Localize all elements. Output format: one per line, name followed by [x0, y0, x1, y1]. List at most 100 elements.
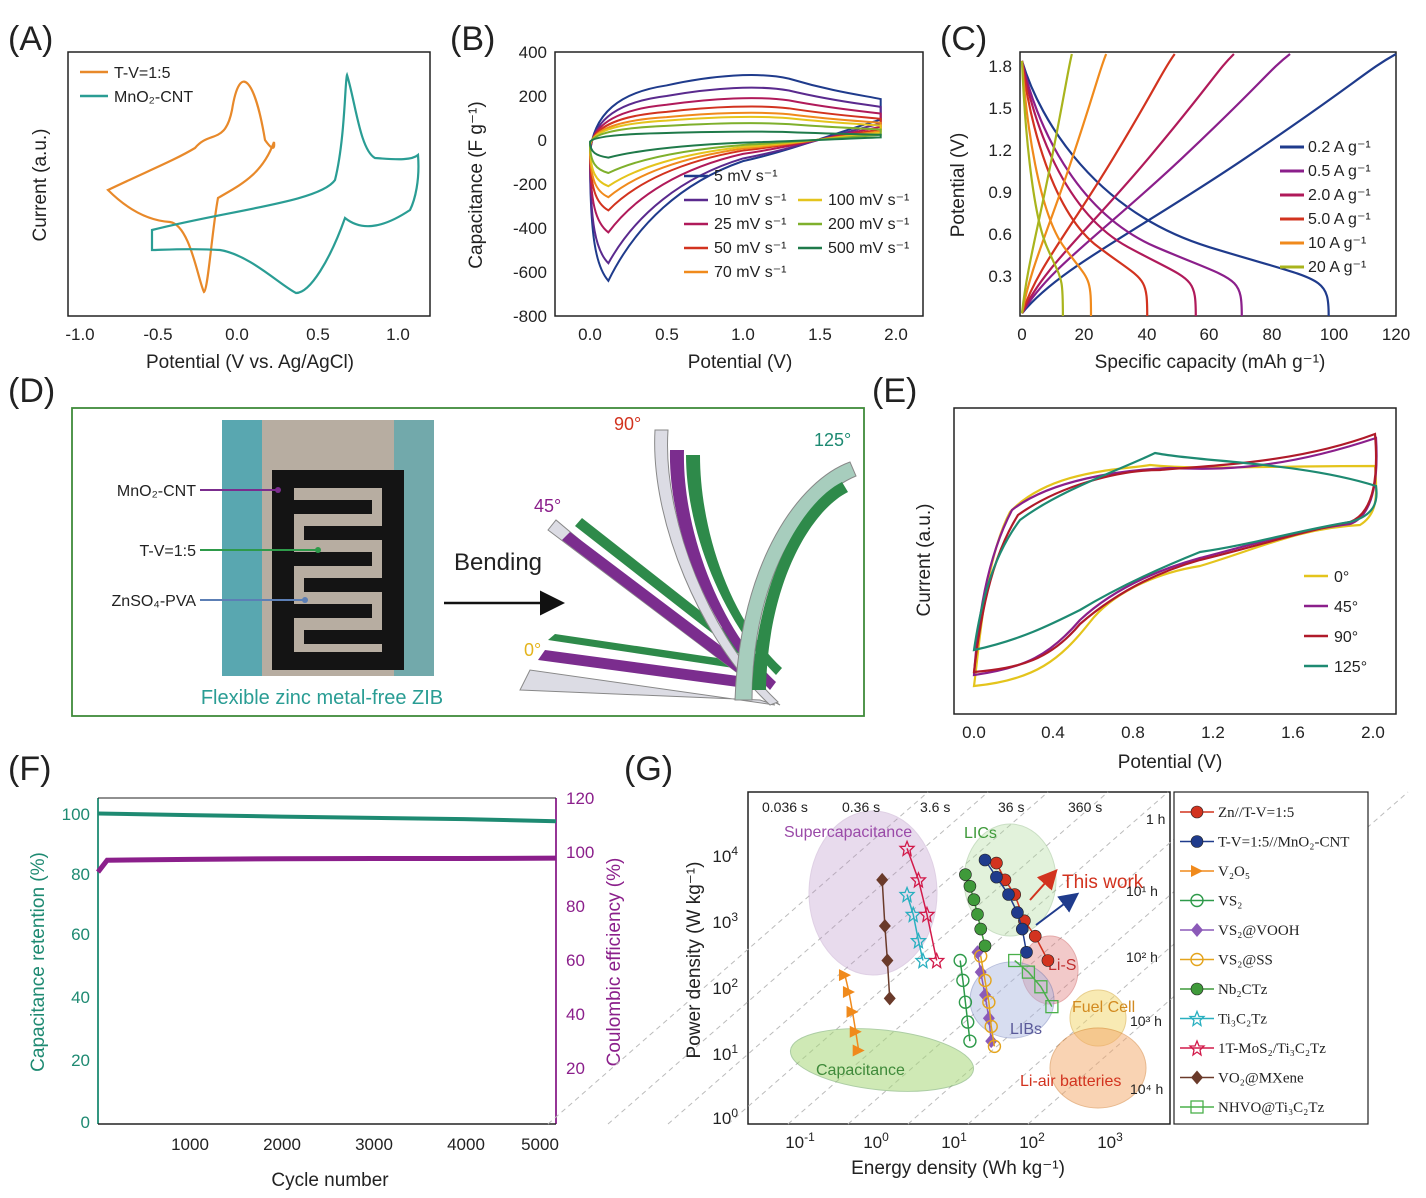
tick-b-x0: 0.0 [578, 325, 602, 344]
time-top-1: 0.36 s [842, 799, 880, 815]
panel-e-frame [953, 407, 1397, 715]
tick-c-x0: 0 [1017, 325, 1026, 344]
region-label-supercap: Supercapacitance [784, 824, 912, 841]
tick-f-yr2: 80 [566, 897, 585, 916]
series-g-line-ti-c-tz [906, 894, 924, 961]
point-g-ti-c-tz-0 [898, 885, 916, 904]
panel-e-label: (E) [872, 372, 917, 410]
series-g-line-vo-mxene [881, 879, 891, 999]
tick-g-x3: 102 [1019, 1130, 1045, 1152]
panel-g-label: (G) [624, 750, 673, 788]
legend-g-marker-10 [1190, 1100, 1204, 1114]
point-g-vs-0 [953, 953, 967, 968]
legend-g-nhvo-ti-c-tz: NHVO@Ti₃C₂Tz [1218, 1100, 1325, 1116]
axis-b-ylabel: Capacitance (F g⁻¹) [466, 101, 487, 268]
bending-label: Bending [454, 549, 542, 576]
point-g-nb-ctz-1 [963, 879, 977, 893]
tick-e-x2: 0.8 [1121, 723, 1145, 742]
panel-g-legend: Zn//T-V=1:5 T-V=1:5//MnO₂-CNT V₂O₅ VS₂ VS₂@V… [1180, 805, 1349, 1116]
panel-c-yticks: 1.8 1.5 1.2 0.9 0.6 0.3 [988, 57, 1012, 286]
point-g-t-v-1-5-mno-cnt-4 [1015, 922, 1029, 936]
series-t-v-1-5-curve [106, 80, 276, 294]
series-b-200-mv-s [588, 122, 882, 175]
point-g-vs-ss-4 [987, 1039, 1002, 1054]
point-g-v-o-2 [846, 1005, 859, 1018]
point-g-vs-ss-2 [982, 995, 996, 1009]
panel-f-yticks-right: 120 100 80 60 40 20 [566, 789, 594, 1078]
point-g-v-o-4 [852, 1044, 865, 1057]
series-c-discharge-0 [1020, 60, 1330, 317]
time-line-0 [547, 791, 929, 1125]
tick-c-x2: 40 [1138, 325, 1157, 344]
tick-e-x1: 0.4 [1041, 723, 1065, 742]
point-g-ti-c-tz-1 [904, 905, 922, 923]
legend-g-marker-0 [1190, 805, 1204, 819]
point-g-1t-mos-ti-c-tz-1 [909, 871, 928, 889]
panel-g-series [838, 839, 1059, 1057]
tick-g-x1: 100 [863, 1130, 889, 1152]
panel-b-frame [554, 51, 924, 317]
time-right-0: 1 h [1146, 811, 1165, 827]
time-top-3: 36 s [998, 799, 1024, 815]
point-g-v-o-3 [849, 1025, 862, 1038]
panel-g: (G) Supercapacitance LICs Li-S Fuel Cell… [547, 750, 1409, 1179]
panel-g-frame [747, 791, 1171, 1125]
glove-left [222, 420, 262, 676]
tick-f-x2: 3000 [355, 1135, 393, 1154]
series-coulombic-efficiency [96, 855, 557, 874]
panel-d: (D) MnO₂-CNT T-V=1:5 ZnSO₄-PVA Flexible … [8, 372, 865, 717]
point-g-1t-mos-ti-c-tz-2 [918, 905, 936, 923]
legend-b-70-mv-s: 70 mV s⁻¹ [714, 264, 786, 281]
legend-a-tv: T-V=1:5 [114, 65, 171, 82]
panel-a-frame [67, 51, 431, 317]
series-c-charge-1 [1021, 53, 1291, 314]
panel-c-curves [1020, 53, 1397, 317]
point-g-t-v-1-5-mno-cnt-2 [1002, 888, 1015, 901]
tick-f-yr3: 60 [566, 951, 585, 970]
axis-f-ylabel-left: Capacitance retention (%) [28, 852, 49, 1072]
panel-b-curves [588, 74, 882, 283]
tick-e-x5: 2.0 [1361, 723, 1385, 742]
this-work-label: This work [1062, 872, 1144, 893]
series-b-500-mv-s [588, 130, 882, 159]
tick-c-x1: 20 [1075, 325, 1094, 344]
point-g-vo-mxene-1 [878, 919, 891, 933]
point-g-nhvo-ti-c-tz-3 [1045, 999, 1059, 1014]
pointer-mno2-dot [275, 487, 281, 493]
tick-f-yl3: 40 [71, 988, 90, 1007]
tick-b-y1: 200 [519, 87, 547, 106]
legend-g-vo-mxene: VO₂@MXene [1218, 1071, 1304, 1087]
tick-a-x0: -1.0 [65, 325, 94, 344]
tick-b-y0: 400 [519, 43, 547, 62]
tick-f-yl0: 100 [62, 805, 90, 824]
axis-c-xlabel: Specific capacity (mAh g⁻¹) [1095, 352, 1326, 373]
legend-g-v-o: V₂O₅ [1218, 864, 1250, 880]
angle-0: 0° [524, 640, 541, 660]
time-top-2: 3.6 s [920, 799, 950, 815]
point-g-zn-t-v-1-5-5 [1041, 954, 1055, 967]
tick-f-yl5: 0 [81, 1113, 90, 1132]
time-line-7 [967, 791, 1349, 1125]
pointer-tv-dot [315, 547, 321, 553]
legend-g-zn-t-v-1-5: Zn//T-V=1:5 [1218, 805, 1294, 821]
tick-b-y3: -200 [513, 175, 547, 194]
panel-g-xticks: 10-1 100 101 102 103 [785, 1130, 1123, 1152]
legend-g-nb-ctz: Nb₂CTz [1218, 982, 1268, 998]
time-top-4: 360 s [1068, 799, 1102, 815]
legend-g-ti-c-tz: Ti₃C₂Tz [1218, 1012, 1267, 1028]
tick-f-x0: 1000 [171, 1135, 209, 1154]
legend-g-marker-8 [1188, 1039, 1206, 1057]
legend-g-1t-mos-ti-c-tz: 1T-MoS₂/Ti₃C₂Tz [1218, 1041, 1326, 1057]
this-work-arrow-red [1029, 869, 1058, 901]
point-g-vs-2 [958, 995, 973, 1009]
series-c-charge-5 [1020, 53, 1073, 314]
point-g-1t-mos-ti-c-tz-0 [898, 839, 916, 857]
tick-c-x4: 80 [1263, 325, 1282, 344]
legend-g-marker-6 [1190, 982, 1204, 996]
this-work-arrow-blue [1035, 892, 1080, 926]
point-g-vs-ss-1 [978, 973, 992, 988]
tick-b-x2: 1.0 [731, 325, 755, 344]
panel-c-xticks: 0 20 40 60 80 100 120 [1017, 325, 1410, 344]
bending-illustration [519, 429, 857, 706]
point-g-v-o-0 [838, 969, 851, 982]
